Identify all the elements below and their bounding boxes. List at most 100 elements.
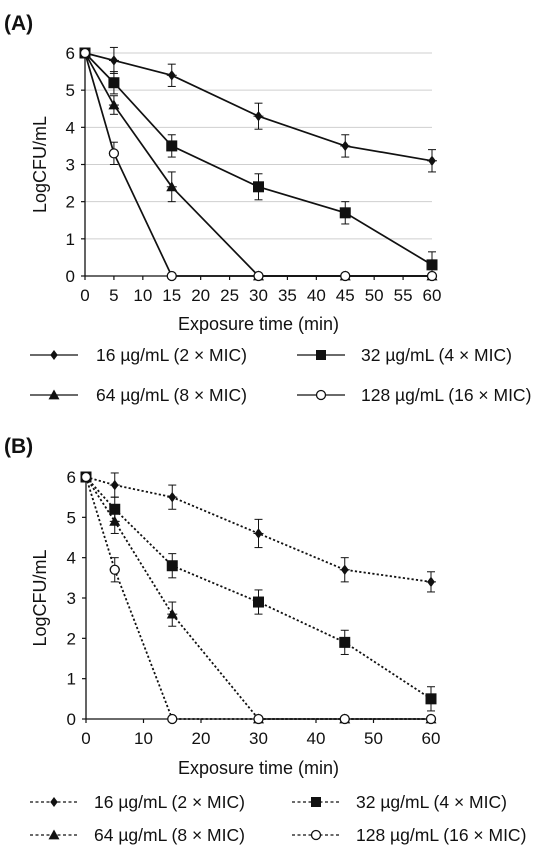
data-point-circle [340, 270, 351, 282]
legend-item-triangle: 64 µg/mL (8 × MIC) [30, 825, 245, 845]
legend-item-circle: 128 µg/mL (16 × MIC) [297, 385, 531, 405]
data-point-circle [426, 270, 438, 282]
data-point-diamond [110, 479, 119, 491]
y-tick-label: 5 [67, 508, 76, 527]
data-point-square [253, 596, 264, 608]
y-axis-label: LogCFU/mL [30, 116, 50, 213]
legend-marker-square [311, 797, 321, 807]
legend-label: 32 µg/mL (4 × MIC) [356, 792, 507, 812]
series-circle [80, 471, 437, 725]
x-tick-label: 10 [133, 286, 152, 305]
data-point-circle [253, 713, 264, 725]
data-point-diamond [427, 576, 435, 588]
y-tick-label: 3 [67, 589, 76, 608]
y-tick-label: 1 [67, 670, 76, 689]
y-axis-label: LogCFU/mL [30, 549, 50, 646]
x-tick-label: 50 [364, 729, 383, 748]
data-point-circle [166, 270, 177, 282]
legend-marker-square [316, 350, 326, 360]
legend-marker-diamond [50, 350, 58, 360]
data-point-diamond [341, 140, 350, 152]
x-tick-label: 45 [336, 286, 355, 305]
legend-label: 64 µg/mL (8 × MIC) [94, 825, 245, 845]
y-tick-label: 2 [67, 629, 76, 648]
y-tick-label: 2 [66, 193, 75, 212]
y-tick-label: 6 [66, 44, 75, 63]
data-point-diamond [340, 564, 349, 575]
x-axis-label: Exposure time (min) [178, 314, 339, 334]
x-tick-label: 40 [307, 286, 326, 305]
series-square [80, 471, 437, 712]
x-tick-label: 15 [162, 286, 181, 305]
data-point-square [425, 693, 437, 705]
data-point-circle [80, 471, 92, 483]
series-square [79, 47, 438, 277]
series-circle [79, 47, 438, 282]
data-point-square [108, 77, 120, 89]
legend-marker-triangle [48, 829, 60, 840]
series-diamond [81, 471, 436, 593]
series-diamond [80, 46, 437, 173]
data-point-circle [425, 713, 437, 725]
x-tick-label: 5 [109, 286, 118, 305]
x-tick-label: 60 [422, 729, 441, 748]
data-point-diamond [254, 110, 263, 122]
x-tick-label: 30 [249, 286, 268, 305]
x-tick-label: 20 [192, 729, 211, 748]
data-point-triangle [109, 515, 121, 526]
data-point-square [166, 560, 178, 572]
data-point-circle [79, 47, 91, 59]
x-tick-label: 0 [80, 286, 89, 305]
y-tick-label: 6 [67, 468, 76, 487]
series-line [84, 52, 432, 277]
series-line [85, 476, 432, 700]
legend-label: 64 µg/mL (8 × MIC) [96, 385, 247, 405]
y-tick-label: 3 [66, 156, 75, 175]
legend-label: 16 µg/mL (2 × MIC) [94, 792, 245, 812]
x-tick-label: 25 [220, 286, 239, 305]
x-tick-label: 55 [394, 286, 413, 305]
series-triangle [79, 47, 438, 281]
data-point-circle [108, 148, 120, 159]
series-line [85, 476, 431, 720]
y-tick-label: 0 [66, 267, 75, 286]
y-tick-label: 5 [66, 81, 75, 100]
data-point-triangle [166, 181, 178, 192]
legend-item-circle: 128 µg/mL (16 × MIC) [292, 825, 526, 845]
series-line [84, 52, 433, 162]
x-tick-label: 20 [191, 286, 210, 305]
data-point-triangle [166, 608, 178, 619]
x-tick-label: 30 [249, 729, 268, 748]
data-point-diamond [428, 155, 436, 166]
series-line [85, 476, 431, 720]
data-point-circle [253, 270, 264, 282]
legend-label: 128 µg/mL (16 × MIC) [361, 385, 531, 405]
legend-item-diamond: 16 µg/mL (2 × MIC) [30, 792, 245, 812]
data-point-diamond [168, 491, 177, 503]
legend-marker-diamond [50, 797, 58, 807]
legend-marker-triangle [48, 389, 60, 400]
x-tick-label: 40 [307, 729, 326, 748]
y-tick-label: 4 [67, 549, 76, 568]
x-axis-label: Exposure time (min) [178, 758, 339, 778]
legend-item-triangle: 64 µg/mL (8 × MIC) [30, 385, 247, 405]
data-point-diamond [167, 70, 176, 81]
data-point-square [339, 207, 351, 219]
x-tick-label: 0 [81, 729, 90, 748]
x-tick-label: 35 [278, 286, 297, 305]
y-tick-label: 1 [66, 230, 75, 249]
panel-label: (B) [4, 435, 33, 458]
data-point-circle [339, 713, 350, 725]
legend-item-diamond: 16 µg/mL (2 × MIC) [30, 345, 247, 365]
data-point-diamond [110, 55, 118, 66]
series-line [84, 52, 433, 266]
x-tick-label: 50 [365, 286, 384, 305]
x-tick-label: 10 [134, 729, 153, 748]
panel-label: (A) [4, 12, 33, 35]
data-point-square [166, 140, 178, 152]
legend-marker-circle [310, 829, 322, 841]
x-tick-label: 60 [423, 286, 442, 305]
